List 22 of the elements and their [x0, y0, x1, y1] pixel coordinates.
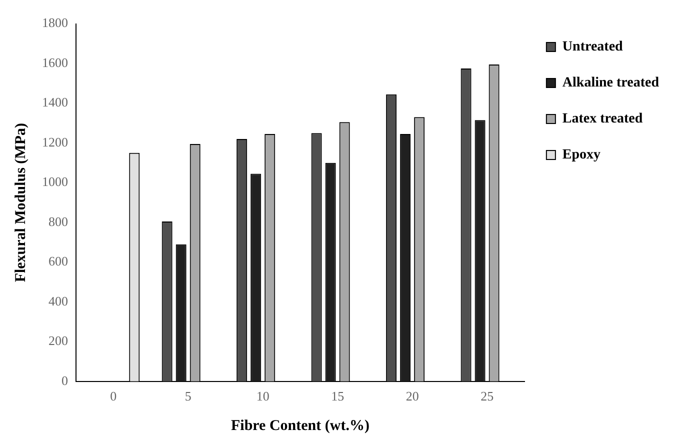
legend-label: Epoxy: [562, 148, 601, 163]
x-tick-label: 0: [110, 388, 117, 404]
y-tick-label: 200: [48, 333, 68, 348]
y-tick-label: 400: [48, 293, 68, 308]
y-tick-label: 800: [48, 214, 68, 229]
y-axis-title: Flexural Modulus (MPa): [12, 123, 29, 282]
x-tick-label: 5: [184, 388, 192, 404]
y-tick-label: 0: [62, 372, 68, 388]
x-tick-label: 25: [480, 388, 494, 404]
x-tick-label: 20: [406, 388, 419, 404]
y-tick-label: 1000: [42, 174, 68, 190]
x-tick-label: 10: [256, 388, 270, 404]
legend-label: Latex treated: [562, 112, 643, 127]
x-axis-title: Fibre Content (wt.%): [230, 418, 370, 434]
y-tick-label: 1600: [42, 54, 68, 70]
y-tick-label: 1800: [42, 15, 68, 30]
legend-label: Alkaline treated: [562, 76, 660, 91]
y-tick-label: 600: [48, 254, 68, 269]
y-tick-label: 1400: [42, 94, 68, 110]
x-tick-label: 15: [331, 388, 344, 404]
legend-label: Untreated: [562, 40, 624, 55]
y-tick-label: 1200: [42, 134, 68, 150]
